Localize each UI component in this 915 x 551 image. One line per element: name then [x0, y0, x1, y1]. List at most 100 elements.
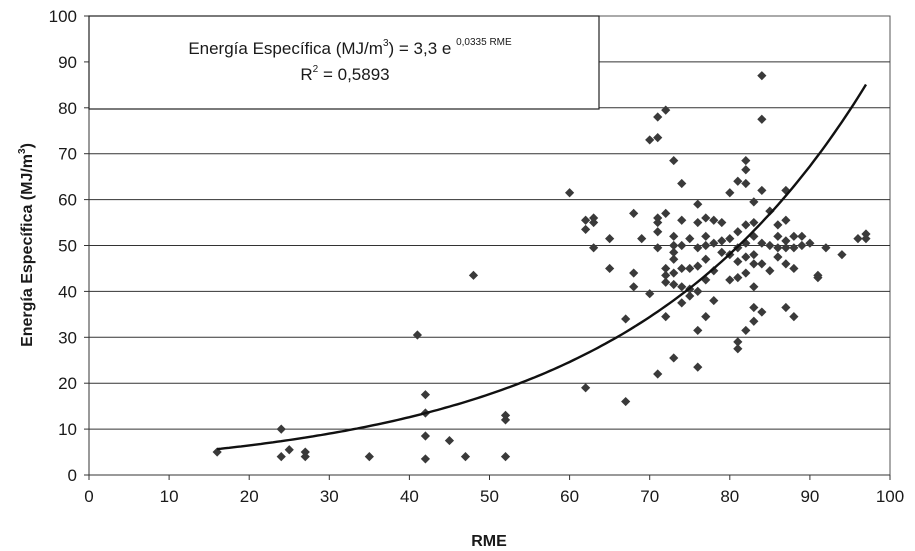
- data-point-121: [765, 266, 775, 276]
- data-point-98: [741, 165, 751, 175]
- data-point-16: [500, 415, 511, 425]
- data-point-59: [677, 263, 687, 274]
- data-point-60: [677, 282, 687, 292]
- data-point-8: [420, 390, 431, 400]
- data-point-96: [733, 344, 743, 354]
- data-point-85: [717, 247, 727, 257]
- data-point-143: [853, 234, 863, 244]
- data-point-115: [757, 185, 767, 196]
- data-point-50: [669, 240, 679, 251]
- data-point-5: [300, 452, 310, 462]
- data-point-87: [725, 234, 735, 244]
- y-tick-label-50: 50: [58, 237, 77, 256]
- x-tick-label-20: 20: [240, 487, 259, 506]
- data-point-123: [773, 231, 783, 241]
- data-point-142: [837, 250, 847, 260]
- data-point-93: [733, 256, 743, 267]
- data-point-47: [661, 312, 671, 322]
- data-point-91: [733, 227, 743, 237]
- data-point-51: [669, 247, 679, 257]
- data-point-141: [821, 243, 831, 253]
- data-point-84: [717, 236, 727, 246]
- data-point-83: [717, 217, 727, 228]
- data-point-136: [797, 231, 807, 241]
- data-point-65: [685, 291, 695, 301]
- x-tick-label-0: 0: [84, 487, 93, 506]
- data-point-14: [468, 270, 479, 280]
- data-point-76: [701, 254, 711, 264]
- data-point-114: [757, 114, 767, 124]
- data-point-112: [749, 316, 759, 326]
- data-point-1: [276, 424, 286, 434]
- data-point-118: [757, 307, 767, 317]
- data-point-24: [589, 243, 599, 253]
- data-point-119: [765, 206, 775, 216]
- data-point-36: [653, 133, 663, 143]
- data-point-57: [677, 215, 687, 225]
- data-point-97: [741, 155, 751, 166]
- trendline: [217, 83, 868, 451]
- y-tick-label-80: 80: [58, 99, 77, 118]
- data-point-7: [412, 330, 423, 340]
- data-point-45: [661, 270, 671, 280]
- data-point-127: [781, 215, 791, 225]
- equation-box: Energía Específica (MJ/m3) = 3,3 e 0,033…: [88, 15, 600, 110]
- data-point-99: [741, 178, 751, 189]
- x-tick-label-30: 30: [320, 487, 339, 506]
- data-point-132: [789, 231, 799, 241]
- data-point-135: [789, 312, 799, 322]
- data-point-101: [741, 238, 751, 248]
- data-point-61: [677, 298, 687, 308]
- x-tick-label-70: 70: [640, 487, 659, 506]
- equation-line-2: R2 = 0,5893: [300, 64, 389, 84]
- data-point-116: [757, 238, 767, 248]
- data-point-145: [861, 234, 871, 244]
- data-point-125: [773, 252, 783, 262]
- data-point-3: [284, 445, 294, 455]
- x-axis-label: RME: [471, 533, 507, 550]
- data-point-129: [781, 243, 791, 253]
- x-tick-label-10: 10: [160, 487, 179, 506]
- data-point-41: [653, 369, 663, 379]
- data-point-130: [781, 259, 791, 269]
- data-point-10: [420, 431, 431, 441]
- data-point-58: [677, 240, 687, 251]
- data-point-69: [693, 261, 703, 271]
- data-point-137: [797, 240, 807, 251]
- y-tick-label-0: 0: [68, 466, 77, 485]
- data-point-124: [773, 243, 783, 253]
- data-point-25: [605, 234, 615, 244]
- data-point-90: [733, 176, 743, 186]
- data-point-71: [693, 325, 703, 336]
- data-point-11: [420, 454, 431, 464]
- data-point-38: [653, 217, 663, 228]
- data-point-81: [709, 266, 719, 276]
- data-point-89: [725, 275, 735, 285]
- data-point-82: [709, 295, 719, 306]
- data-point-75: [701, 240, 711, 251]
- x-tick-labels: 0 10 20 30 40 50 60 70 80 90 100: [84, 487, 904, 506]
- equation-line-1: Energía Específica (MJ/m3) = 3,3 e 0,033…: [188, 37, 512, 58]
- y-tick-label-40: 40: [58, 282, 77, 301]
- data-point-42: [661, 105, 671, 115]
- data-point-128: [781, 236, 791, 246]
- data-point-44: [661, 263, 671, 274]
- data-point-46: [661, 277, 671, 287]
- data-point-62: [685, 234, 695, 244]
- data-point-72: [693, 362, 703, 372]
- data-point-104: [741, 325, 751, 336]
- data-point-134: [789, 263, 799, 274]
- data-point-63: [685, 263, 695, 274]
- data-point-103: [741, 268, 751, 278]
- data-point-66: [693, 199, 703, 209]
- y-tick-label-30: 30: [58, 328, 77, 347]
- data-point-31: [629, 282, 639, 292]
- data-point-78: [701, 312, 711, 322]
- data-point-19: [581, 215, 591, 225]
- data-point-6: [364, 452, 374, 462]
- data-point-13: [460, 452, 471, 462]
- data-point-34: [645, 289, 655, 299]
- data-point-73: [701, 213, 711, 223]
- equation-box-frame: [88, 15, 600, 110]
- data-point-110: [749, 282, 759, 292]
